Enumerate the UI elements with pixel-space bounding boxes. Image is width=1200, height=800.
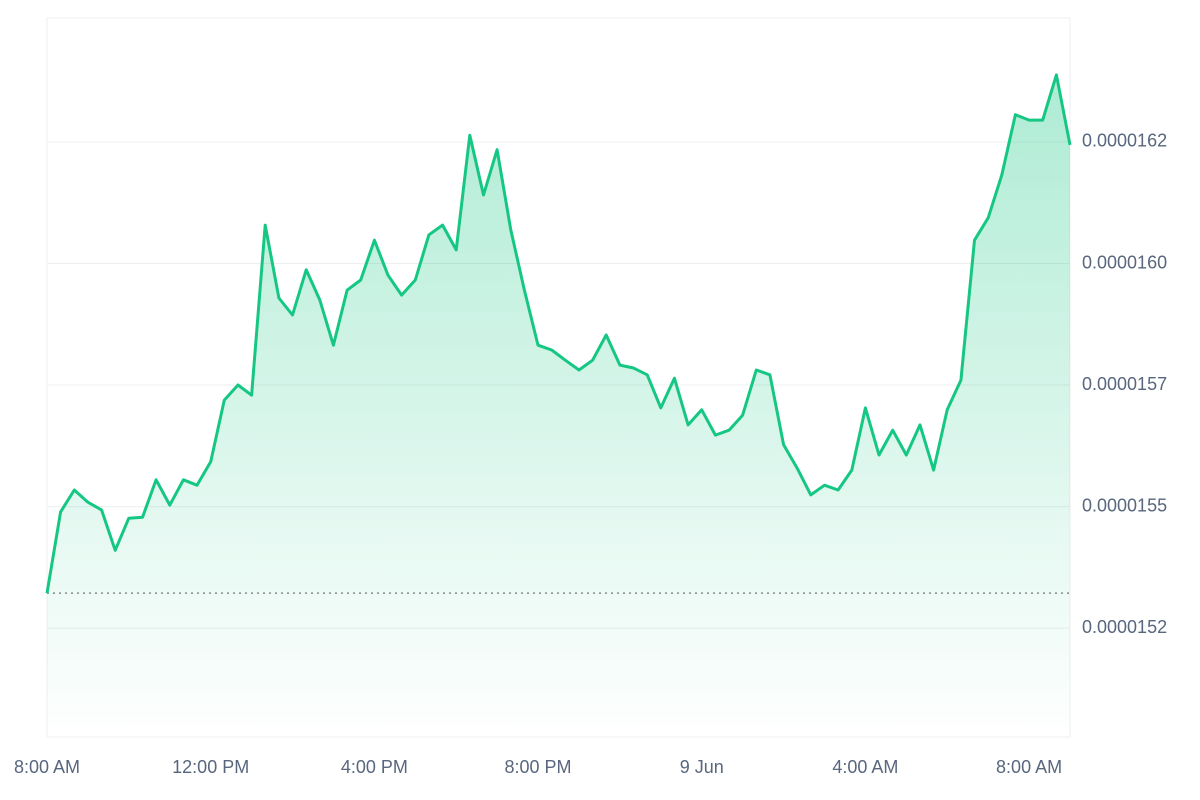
x-tick-label: 4:00 PM [341,757,408,777]
x-tick-label: 9 Jun [680,757,724,777]
x-tick-label: 8:00 AM [14,757,80,777]
y-tick-label: 0.0000152 [1082,617,1167,637]
y-tick-label: 0.0000155 [1082,495,1167,515]
y-tick-label: 0.0000157 [1082,374,1167,394]
x-tick-label: 8:00 AM [996,757,1062,777]
y-tick-label: 0.0000160 [1082,252,1167,272]
price-area [47,74,1070,737]
y-tick-label: 0.0000162 [1082,131,1167,151]
x-tick-label: 4:00 AM [832,757,898,777]
x-tick-label: 8:00 PM [505,757,572,777]
x-tick-label: 12:00 PM [172,757,249,777]
price-line [45,73,1072,594]
